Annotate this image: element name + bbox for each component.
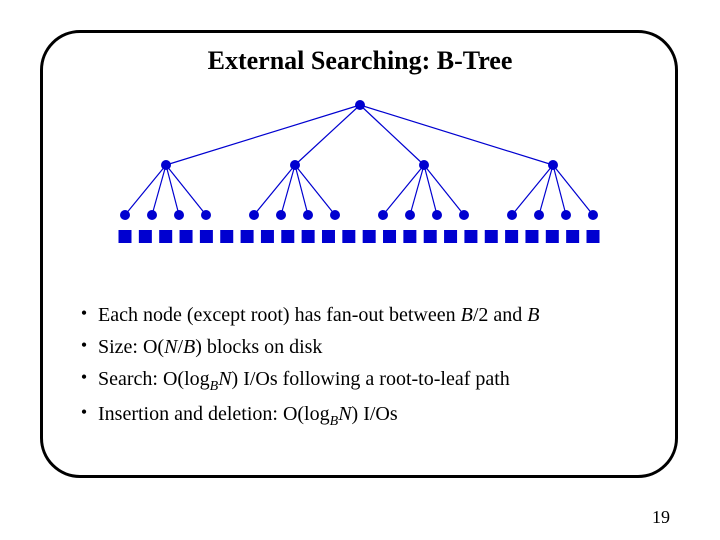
bullet-list: •Each node (except root) has fan-out bet… xyxy=(70,300,650,434)
bullet-text: Insertion and deletion: O(logBN) I/Os xyxy=(98,399,650,432)
slide-title: External Searching: B-Tree xyxy=(0,46,720,76)
bullet-marker: • xyxy=(70,332,98,359)
bullet-marker: • xyxy=(70,399,98,426)
bullet-item: •Insertion and deletion: O(logBN) I/Os xyxy=(70,399,650,432)
bullet-marker: • xyxy=(70,364,98,391)
bullet-item: •Search: O(logBN) I/Os following a root-… xyxy=(70,364,650,397)
bullet-text: Each node (except root) has fan-out betw… xyxy=(98,300,650,330)
bullet-marker: • xyxy=(70,300,98,327)
bullet-text: Search: O(logBN) I/Os following a root-t… xyxy=(98,364,650,397)
bullet-text: Size: O(N/B) blocks on disk xyxy=(98,332,650,362)
page-number: 19 xyxy=(652,507,670,528)
btree-diagram xyxy=(70,95,650,250)
bullet-item: •Each node (except root) has fan-out bet… xyxy=(70,300,650,330)
bullet-item: •Size: O(N/B) blocks on disk xyxy=(70,332,650,362)
